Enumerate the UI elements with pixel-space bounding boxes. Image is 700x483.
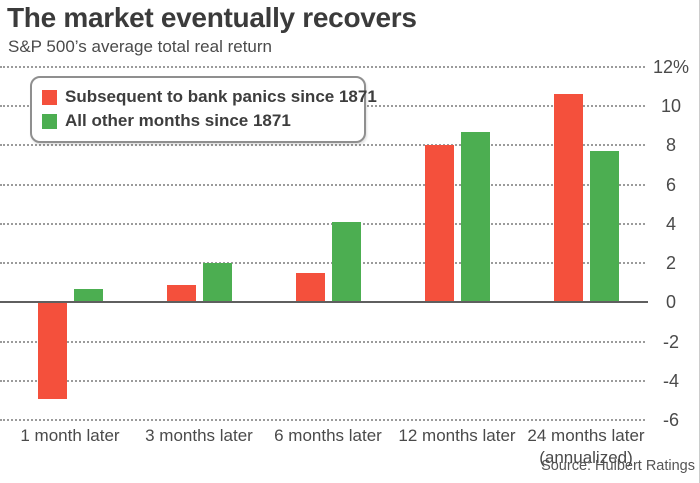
y-tick-label: -4 [662,370,679,391]
gridline [0,262,645,265]
gridline [0,379,645,382]
bar-panic-2 [166,284,196,302]
legend-swatch-red [42,89,57,105]
gridline [0,144,645,147]
chart-title: The market eventually recovers [7,2,417,33]
chart-subtitle: S&P 500’s average total real return [8,37,272,56]
bar-other-2 [202,263,232,302]
legend-label: Subsequent to bank panics since 1871 [65,87,377,106]
gridline [0,183,645,186]
x-category-label: 24 months later (annualized) [527,426,645,468]
legend-label: All other months since 1871 [65,111,291,130]
y-tick-label: -6 [662,410,679,430]
legend: Subsequent to bank panics since 1871 All… [30,76,377,143]
gridline [0,222,645,225]
legend-swatch-green [42,113,57,129]
bar-panic-5 [553,94,583,302]
x-category-label: 3 months later [145,426,253,445]
bar-other-4 [460,131,490,302]
legend-item-other-months: All other months since 1871 [42,109,354,133]
y-tick-label: 4 [665,213,676,234]
y-tick-label: 2 [665,253,676,274]
x-category-label: 1 month later [20,426,120,445]
legend-item-bank-panics: Subsequent to bank panics since 1871 [42,85,377,109]
source-credit: Source: Hulbert Ratings [541,458,695,474]
gridline [0,66,645,68]
y-tick-label: -2 [662,331,679,352]
y-tick-label: 12% [652,57,690,77]
bar-panic-4 [424,145,454,302]
bar-other-3 [331,221,361,302]
y-tick-label: 8 [665,135,676,156]
x-category-label: 12 months later [398,426,516,445]
x-category-label: 6 months later [274,426,382,445]
bar-panic-3 [295,272,325,302]
y-tick-label: 10 [660,96,682,117]
bar-other-1 [73,288,103,302]
bar-panic-1 [37,303,67,400]
gridline [0,419,645,421]
bar-other-5 [589,151,619,302]
zero-axis-line [0,301,648,304]
y-tick-label: 6 [665,174,676,195]
gridline [0,340,645,343]
y-tick-label: 0 [665,292,676,313]
